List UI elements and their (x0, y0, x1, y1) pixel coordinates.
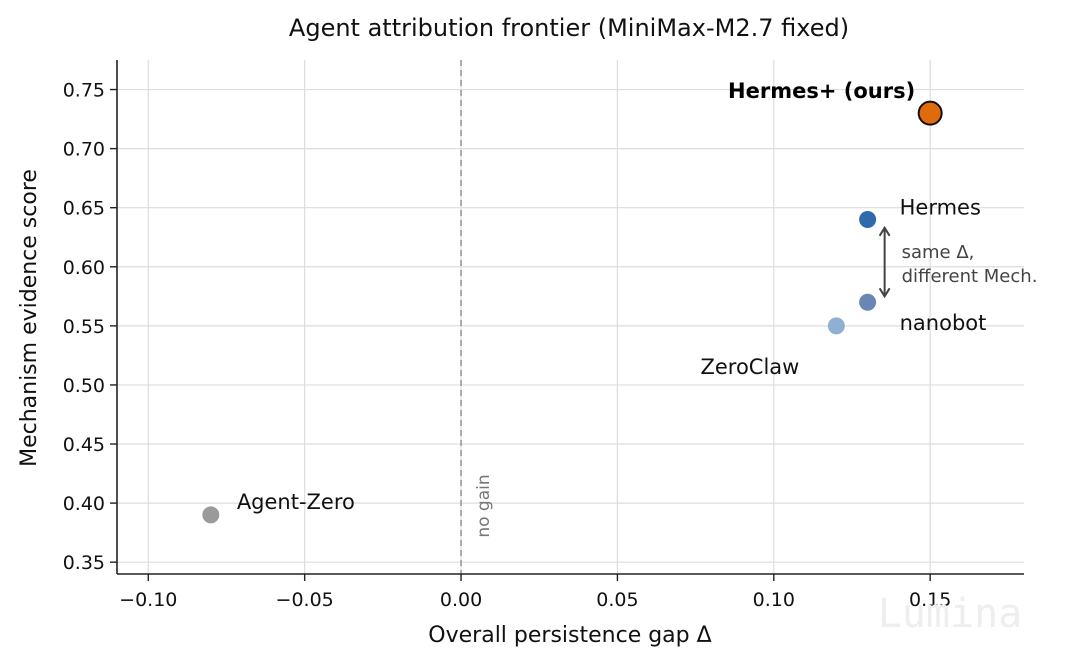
x-tick-label-1: −0.05 (276, 589, 334, 611)
y-tick-label-7: 0.70 (63, 139, 105, 161)
point-nanobot (859, 293, 877, 311)
y-tick-label-2: 0.45 (63, 434, 105, 456)
y-tick-label-6: 0.65 (63, 198, 105, 220)
x-tick-label-3: 0.05 (596, 589, 638, 611)
point-hermes (859, 211, 877, 229)
point-label-nanobot: nanobot (900, 311, 987, 335)
y-tick-label-0: 0.35 (63, 552, 105, 574)
x-tick-label-5: 0.15 (909, 589, 951, 611)
point-hermes-ours (917, 100, 943, 126)
watermark: Lumina (878, 591, 1023, 637)
x-axis-title: Overall persistence gap Δ (428, 623, 711, 648)
point-zeroclaw (827, 317, 845, 335)
y-axis-title: Mechanism evidence score (17, 169, 42, 467)
y-tick-label-4: 0.55 (63, 316, 105, 338)
x-tick-label-0: −0.10 (119, 589, 177, 611)
y-tick-label-8: 0.75 (63, 80, 105, 102)
x-tick-label-4: 0.10 (753, 589, 795, 611)
point-label-zeroclaw: ZeroClaw (700, 355, 799, 379)
point-label-hermes-ours: Hermes+ (ours) (728, 79, 915, 103)
grid (117, 60, 1024, 574)
point-label-hermes: Hermes (900, 196, 981, 220)
delta-annotation: same Δ, different Mech. (878, 225, 1038, 299)
point-agent-zero (202, 506, 220, 524)
no-gain-label: no gain (474, 474, 494, 537)
y-tick-label-5: 0.60 (63, 257, 105, 279)
x-tick-label-2: 0.00 (440, 589, 482, 611)
data-points (202, 100, 943, 524)
point-label-agent-zero: Agent-Zero (237, 490, 355, 514)
annotation-text-line-1: different Mech. (902, 266, 1038, 287)
y-tick-label-3: 0.50 (63, 375, 105, 397)
point-labels: Hermes+ (ours) Hermes nanobot ZeroClaw Agent… (237, 79, 987, 514)
annotation-arrow-head-top (878, 225, 891, 237)
ticks: −0.10 −0.05 0.00 0.05 0.10 0.15 0.35 0.40 0.45 0.… (63, 80, 952, 611)
annotation-text-line-0: same Δ, (902, 242, 975, 263)
y-tick-label-1: 0.40 (63, 493, 105, 515)
axes (116, 60, 1024, 575)
annotation-arrow-head-bottom (878, 287, 891, 299)
chart-title: Agent attribution frontier (MiniMax-M2.7… (289, 14, 849, 42)
